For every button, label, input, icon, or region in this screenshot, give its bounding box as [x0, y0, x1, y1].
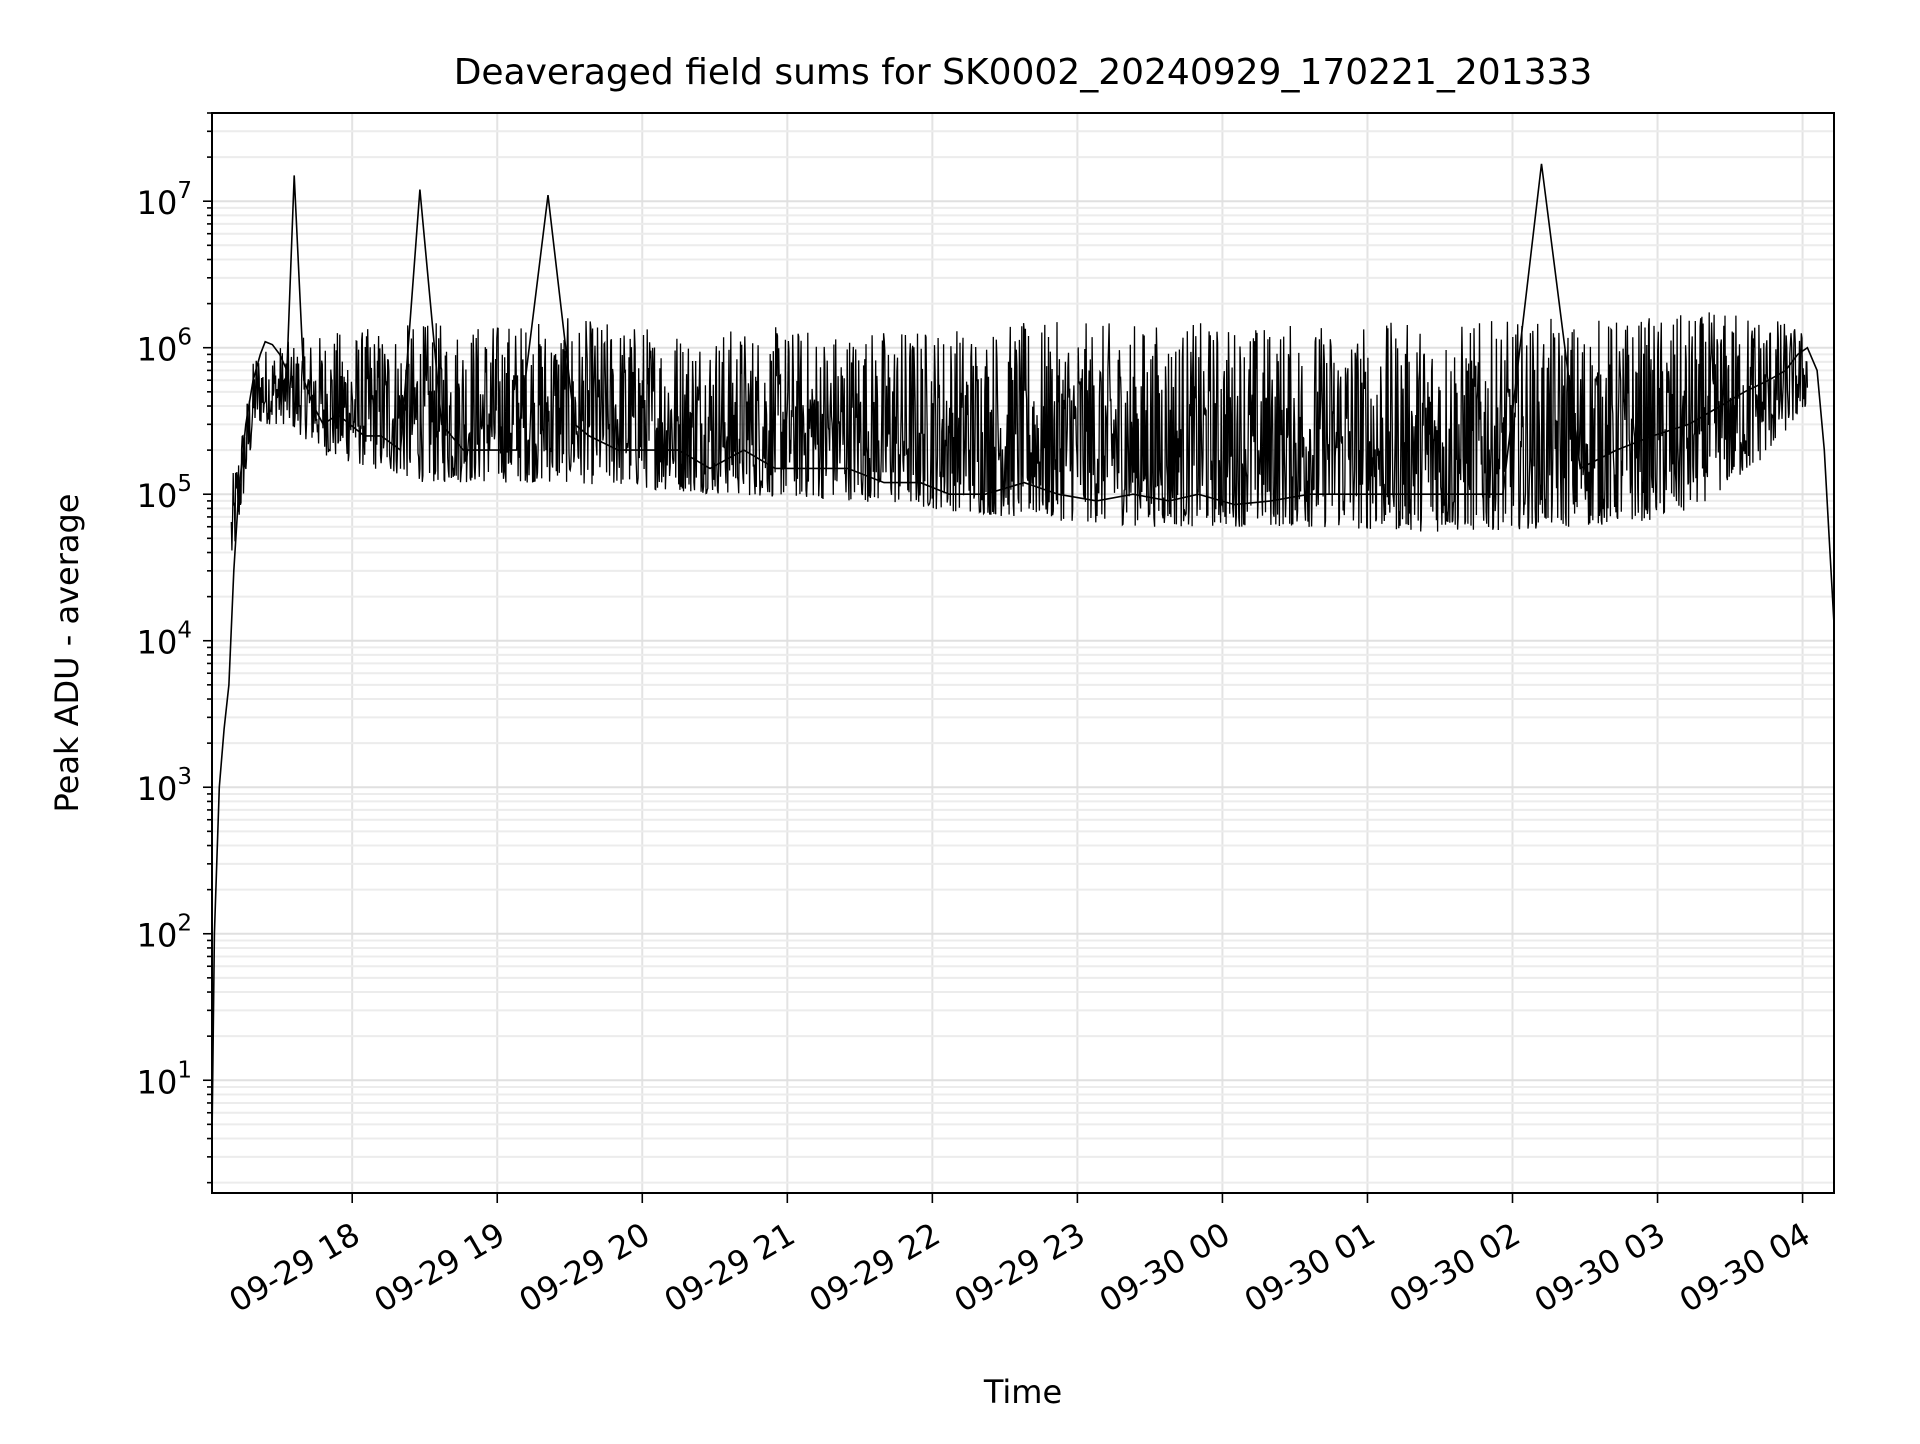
x-tick-label: 09-30 04 — [1673, 1215, 1817, 1320]
x-tick-label: 09-29 20 — [513, 1215, 657, 1320]
plot-frame — [211, 112, 1835, 1194]
x-axis-label: Time — [983, 1373, 1062, 1411]
y-tick-label: 104 — [137, 618, 192, 662]
data-noise-trace — [230, 312, 1809, 551]
y-axis-label: Peak ADU - average — [48, 494, 86, 813]
data-series — [211, 163, 1835, 1139]
x-tick-label: 09-30 00 — [1093, 1215, 1237, 1320]
y-tick-label: 106 — [137, 325, 192, 369]
x-tick-label: 09-29 21 — [658, 1215, 802, 1320]
x-tick-label: 09-30 01 — [1238, 1215, 1382, 1320]
x-tick-label: 09-29 22 — [803, 1215, 947, 1320]
chart-title: Deaveraged field sums for SK0002_2024092… — [454, 52, 1593, 93]
x-tick-label: 09-30 03 — [1528, 1215, 1672, 1320]
axis-ticks — [203, 112, 1804, 1203]
x-tick-label: 09-29 23 — [948, 1215, 1092, 1320]
y-tick-label: 103 — [137, 764, 192, 808]
grid — [212, 112, 1834, 1193]
x-tick-label: 09-30 02 — [1383, 1215, 1527, 1320]
y-tick-label: 105 — [137, 471, 192, 515]
y-tick-label: 101 — [137, 1057, 192, 1101]
series-line — [211, 163, 1835, 1139]
x-tick-label: 09-29 19 — [368, 1215, 512, 1320]
y-tick-label: 102 — [137, 911, 192, 955]
y-tick-label: 107 — [137, 178, 192, 222]
x-tick-label: 09-29 18 — [223, 1215, 367, 1320]
